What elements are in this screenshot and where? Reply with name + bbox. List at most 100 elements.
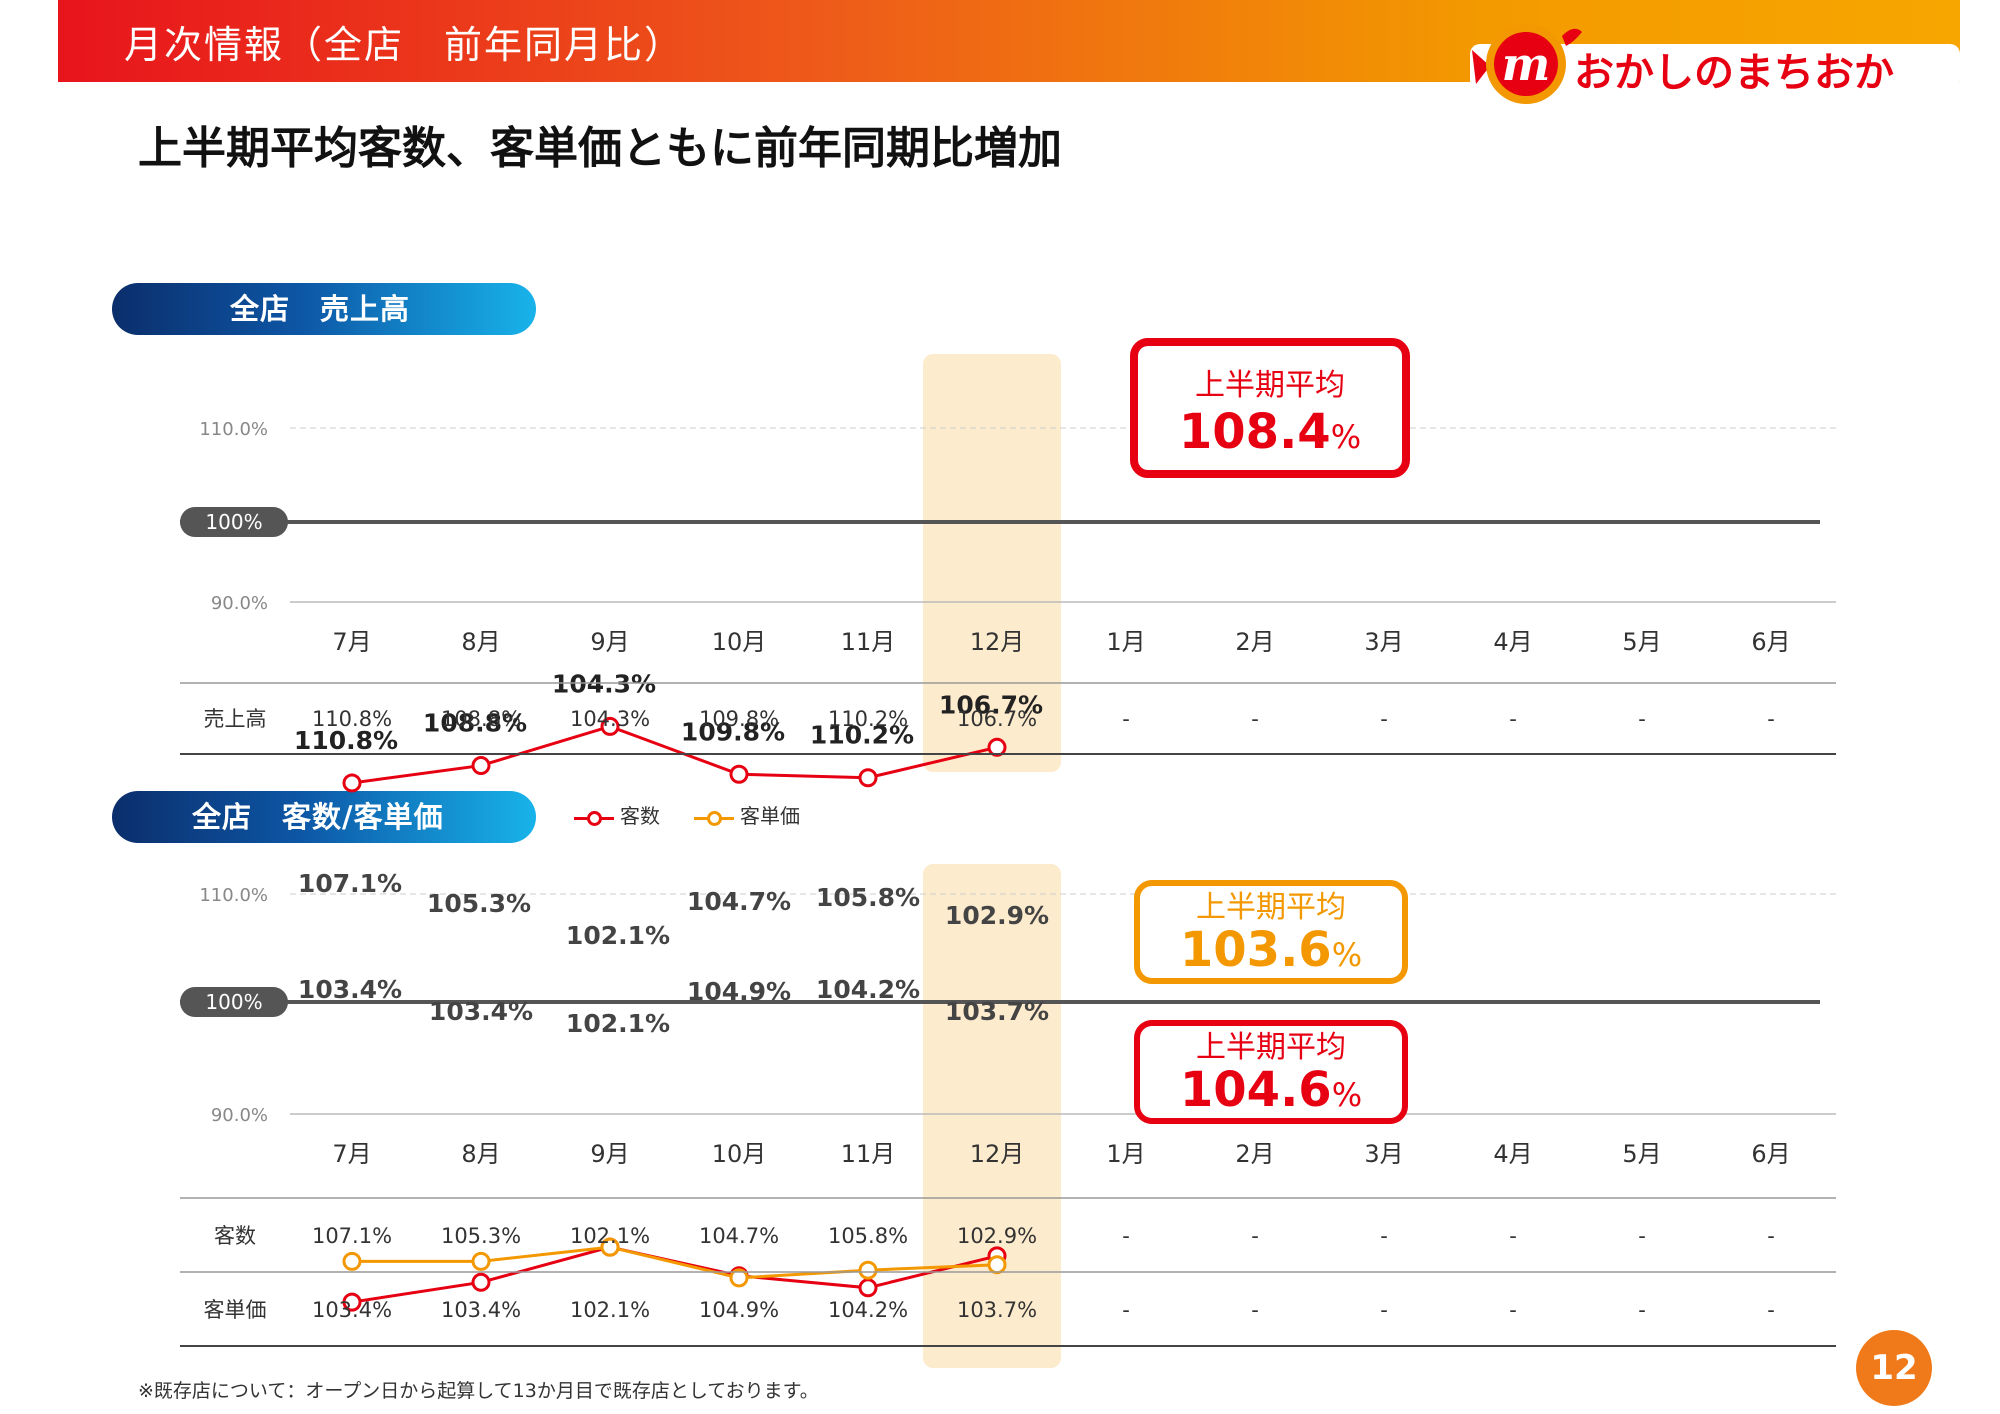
sales-table-cell: 106.7%	[957, 707, 1037, 731]
count-data-label: 105.8%	[816, 883, 920, 912]
price-series-point	[342, 1251, 362, 1271]
count-data-label: 105.3%	[427, 889, 531, 918]
count-data-label: 104.7%	[687, 887, 791, 916]
customer-table-cell: -	[1380, 1298, 1388, 1322]
customer-ytick-100: 100%	[205, 990, 262, 1014]
sales-table-cell: -	[1638, 707, 1646, 731]
customer-table-row-label: 客単価	[204, 1298, 267, 1322]
price-data-label: 104.2%	[816, 975, 920, 1004]
count-data-label: 107.1%	[298, 869, 402, 898]
customer-category-label: 12月	[970, 1140, 1025, 1168]
customer-category-label: 11月	[841, 1140, 896, 1168]
sales-category-label: 7月	[332, 628, 371, 656]
customer-table-cell: 103.7%	[957, 1298, 1037, 1322]
count-series-line	[351, 1245, 998, 1304]
sales-series-line	[351, 724, 998, 785]
footnote: ※既存店について：オープン日から起算して13か月目で既存店としております。	[138, 1380, 819, 1402]
price-series-point	[471, 1251, 491, 1271]
price-series-point	[858, 1260, 878, 1280]
price-average-unit: %	[1331, 936, 1363, 974]
logo-wrapper-right	[1562, 28, 1582, 46]
sales-data-label: 108.8%	[423, 709, 527, 738]
sales-category-label: 3月	[1364, 628, 1403, 656]
sales-category-label: 10月	[712, 628, 767, 656]
sales-series-point	[729, 764, 749, 784]
sales-category-label: 4月	[1493, 628, 1532, 656]
sales-table-cell: -	[1122, 707, 1130, 731]
sales-category-label: 11月	[841, 628, 896, 656]
count-average-box: 上半期平均 104.6%	[1134, 1020, 1408, 1124]
price-series-point	[987, 1255, 1007, 1275]
customer-table-cell: 107.1%	[312, 1224, 392, 1248]
legend-marker-count	[574, 810, 614, 826]
sales-average-box: 上半期平均 108.4%	[1130, 338, 1410, 478]
sales-series-point	[342, 773, 362, 793]
count-average-unit: %	[1331, 1076, 1363, 1114]
customer-table-cell: 104.2%	[828, 1298, 908, 1322]
sales-series-point	[471, 756, 491, 776]
customer-category-label: 1月	[1106, 1140, 1145, 1168]
customer-table-cell: -	[1251, 1224, 1259, 1248]
customer-table-cell: 105.8%	[828, 1224, 908, 1248]
sales-table-row-label: 売上高	[204, 707, 267, 731]
customer-ytick-100-pill	[180, 987, 288, 1017]
count-data-label: 102.1%	[566, 921, 670, 950]
price-series-point	[600, 1237, 620, 1257]
customer-category-label: 6月	[1751, 1140, 1790, 1168]
customer-table-cell: -	[1251, 1298, 1259, 1322]
customer-table-cell: -	[1509, 1298, 1517, 1322]
company-logo: m おかしのまちおか	[1470, 24, 1960, 104]
legend-item-price: 客単価	[694, 800, 800, 829]
sales-highlight-band	[923, 354, 1061, 772]
sales-ytick-90: 90.0%	[211, 593, 268, 614]
customer-table-cell: 104.9%	[699, 1298, 779, 1322]
sales-category-label: 6月	[1751, 628, 1790, 656]
sales-series-point	[600, 716, 620, 736]
sales-table-cell: -	[1251, 707, 1259, 731]
header-title: 月次情報（全店 前年同月比）	[124, 23, 685, 67]
sales-average-unit: %	[1330, 418, 1362, 456]
sales-data-label: 106.7%	[939, 690, 1043, 719]
customer-table-cell: -	[1509, 1224, 1517, 1248]
count-series-point	[342, 1292, 362, 1312]
logo-wordmark: おかしのまちおか	[1574, 50, 1894, 96]
sales-data-label: 110.2%	[810, 721, 914, 750]
customer-table-cell: 104.7%	[699, 1224, 779, 1248]
customer-table-cell: -	[1638, 1298, 1646, 1322]
page-subtitle: 上半期平均客数、客単価ともに前年同期比増加	[138, 123, 1062, 174]
customer-table-cell: -	[1122, 1224, 1130, 1248]
price-data-label: 104.9%	[687, 977, 791, 1006]
customer-table-cell: -	[1638, 1224, 1646, 1248]
sales-data-label: 109.8%	[681, 717, 785, 746]
price-average-value: 103.6	[1179, 922, 1332, 978]
customer-category-label: 7月	[332, 1140, 371, 1168]
sales-ytick-100: 100%	[205, 510, 262, 534]
customer-highlight-band	[923, 864, 1061, 1368]
customer-ytick-90: 90.0%	[211, 1105, 268, 1126]
customer-category-label: 9月	[590, 1140, 629, 1168]
count-series-point	[858, 1278, 878, 1298]
customer-ytick-110: 110.0%	[199, 885, 268, 906]
sales-category-label: 5月	[1622, 628, 1661, 656]
sales-average-label: 上半期平均	[1195, 368, 1345, 403]
sales-table-cell: -	[1380, 707, 1388, 731]
count-average-value: 104.6	[1179, 1062, 1332, 1118]
sales-category-label: 12月	[970, 628, 1025, 656]
page-number: 12	[1856, 1330, 1932, 1406]
sales-table-cell: -	[1509, 707, 1517, 731]
logo-mark-letter: m	[1502, 37, 1551, 91]
price-data-label: 102.1%	[566, 1009, 670, 1038]
customer-table-cell: 103.4%	[441, 1298, 521, 1322]
price-data-label: 103.4%	[429, 997, 533, 1026]
customer-category-label: 4月	[1493, 1140, 1532, 1168]
customer-category-label: 10月	[712, 1140, 767, 1168]
sales-ytick-110: 110.0%	[199, 419, 268, 440]
customer-table-cell: -	[1380, 1224, 1388, 1248]
sales-table-cell: 104.3%	[570, 707, 650, 731]
header-bar: 月次情報（全店 前年同月比）	[58, 0, 1960, 82]
customer-table-cell: -	[1767, 1298, 1775, 1322]
customer-table-cell: 105.3%	[441, 1224, 521, 1248]
customer-category-label: 8月	[461, 1140, 500, 1168]
legend-label-price: 客単価	[740, 804, 800, 828]
